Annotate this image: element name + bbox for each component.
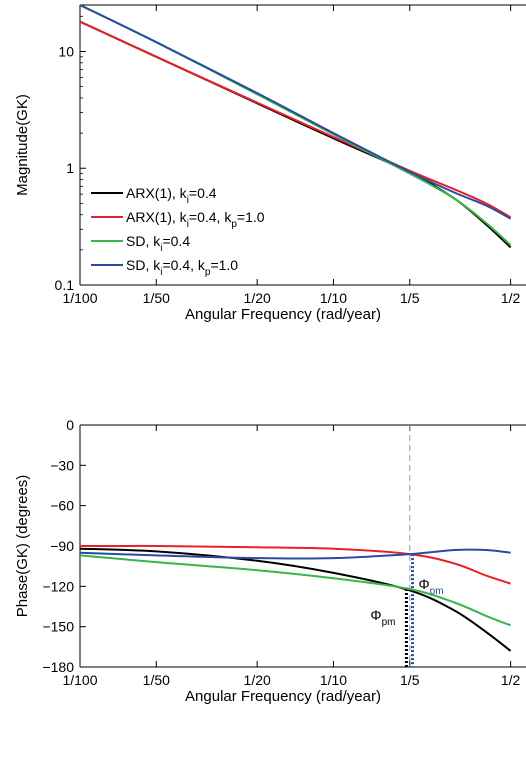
series-line: [80, 20, 512, 219]
legend-subscript: i: [160, 267, 162, 278]
legend-text: =0.4: [162, 233, 190, 249]
series-line: [80, 548, 511, 560]
x-tick-label: 1/20: [244, 290, 271, 306]
legend-entry: SD, ki=0.4: [126, 233, 190, 254]
y-tick-label: −120: [42, 578, 74, 594]
legend-subscript: p: [205, 267, 211, 278]
y-tick-label: 10: [58, 43, 74, 59]
y-tick-label: 1: [66, 160, 74, 176]
series-group: [80, 5, 512, 249]
series-line: [80, 544, 511, 585]
magnitude-panel: 1/100 1/50 1/20 1/10 1/5 1/2 0.1 1 10 Angular Fre…: [14, 4, 526, 323]
series-line: [80, 554, 511, 627]
legend-subscript: i: [160, 243, 162, 254]
legend-subscript: p: [231, 219, 237, 230]
legend-entry: ARX(1), ki=0.4, kp=1.0: [126, 209, 265, 230]
legend-subscript: i: [187, 219, 189, 230]
x-tick-label: 1/20: [244, 672, 271, 688]
legend-entry: SD, ki=0.4, kp=1.0: [126, 257, 238, 278]
x-tick-label: 1/2: [501, 672, 521, 688]
x-tick-label: 1/50: [143, 672, 170, 688]
x-tick-label: 1/100: [62, 290, 97, 306]
y-tick-label: −30: [50, 457, 74, 473]
phase-panel: 1/100 1/50 1/20 1/10 1/5 1/20−30−60−90−120−15…: [14, 417, 526, 705]
y-tick-label: −180: [42, 659, 74, 675]
phase-margin-label: Φpm: [370, 607, 395, 628]
series-line: [80, 5, 512, 220]
legend-text: =1.0: [237, 209, 265, 225]
phase-margin-subscript: pm: [430, 586, 444, 597]
series-line: [80, 547, 512, 652]
x-axis-label: Angular Frequency (rad/year): [185, 688, 381, 705]
x-tick-label: 1/5: [400, 290, 420, 306]
y-tick-label: −90: [50, 538, 74, 554]
x-tick-label: 1/100: [62, 672, 97, 688]
x-tick-label: 1/5: [400, 672, 420, 688]
x-axis-label: Angular Frequency (rad/year): [185, 306, 381, 323]
x-tick-label: 1/10: [320, 672, 347, 688]
legend-text: =0.4, k: [162, 257, 205, 273]
x-tick-label: 1/50: [143, 290, 170, 306]
y-tick-label: 0.1: [55, 277, 75, 293]
phase-margin-subscript: pm: [382, 617, 396, 628]
series-group: [80, 544, 512, 652]
x-tick-label: 1/10: [320, 290, 347, 306]
y-axis-label: Phase(GK) (degrees): [14, 475, 31, 618]
y-tick-label: −60: [50, 498, 74, 514]
legend-text: =1.0: [210, 257, 238, 273]
legend-text: =0.4, k: [189, 209, 232, 225]
x-tick-label: 1/2: [501, 290, 521, 306]
legend-subscript: i: [187, 195, 189, 206]
legend-entry: ARX(1), ki=0.4: [126, 185, 217, 206]
legend-text: =0.4: [189, 185, 217, 201]
y-axis-label: Magnitude(GK): [14, 94, 31, 196]
y-tick-label: 0: [66, 417, 74, 433]
y-tick-label: −150: [42, 619, 74, 635]
